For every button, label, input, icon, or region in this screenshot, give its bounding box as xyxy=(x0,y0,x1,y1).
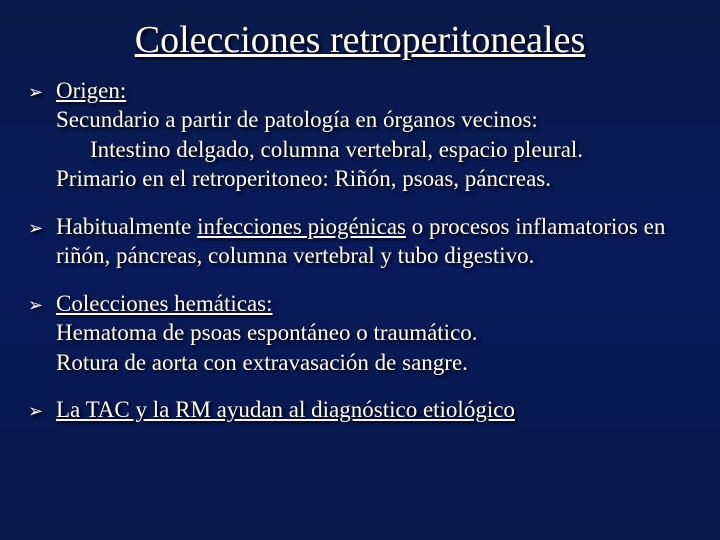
bullet-arrow-icon: ➢ xyxy=(28,212,56,271)
bullet-item: ➢ Habitualmente infecciones piogénicas o… xyxy=(28,212,692,271)
bullet-arrow-icon: ➢ xyxy=(28,395,56,424)
bullet-line: Primario en el retroperitoneo: Riñón, ps… xyxy=(56,166,551,191)
bullet-arrow-icon: ➢ xyxy=(28,289,56,377)
bullet-heading: Origen: xyxy=(56,78,126,103)
bullet-heading: Colecciones hemáticas: xyxy=(56,291,273,316)
bullet-item: ➢ Colecciones hemáticas: Hematoma de pso… xyxy=(28,289,692,377)
bullet-body: Origen: Secundario a partir de patología… xyxy=(56,76,692,194)
bullet-body: La TAC y la RM ayudan al diagnóstico eti… xyxy=(56,395,692,424)
bullet-item: ➢ La TAC y la RM ayudan al diagnóstico e… xyxy=(28,395,692,424)
bullet-line: Hematoma de psoas espontáneo o traumátic… xyxy=(56,320,478,345)
bullet-body: Colecciones hemáticas: Hematoma de psoas… xyxy=(56,289,692,377)
bullet-text-underlined: La TAC y la RM ayudan al diagnóstico eti… xyxy=(56,397,515,422)
bullet-text: Habitualmente xyxy=(56,214,197,239)
bullet-body: Habitualmente infecciones piogénicas o p… xyxy=(56,212,692,271)
bullet-item: ➢ Origen: Secundario a partir de patolog… xyxy=(28,76,692,194)
bullet-line: Rotura de aorta con extravasación de san… xyxy=(56,350,468,375)
slide: Colecciones retroperitoneales ➢ Origen: … xyxy=(0,0,720,540)
bullet-arrow-icon: ➢ xyxy=(28,76,56,194)
bullet-line: Secundario a partir de patología en órga… xyxy=(56,107,538,132)
bullet-text-underlined: infecciones piogénicas xyxy=(197,214,406,239)
bullet-line-indented: Intestino delgado, columna vertebral, es… xyxy=(56,137,583,162)
slide-title: Colecciones retroperitoneales xyxy=(28,18,692,62)
slide-content: ➢ Origen: Secundario a partir de patolog… xyxy=(28,76,692,424)
